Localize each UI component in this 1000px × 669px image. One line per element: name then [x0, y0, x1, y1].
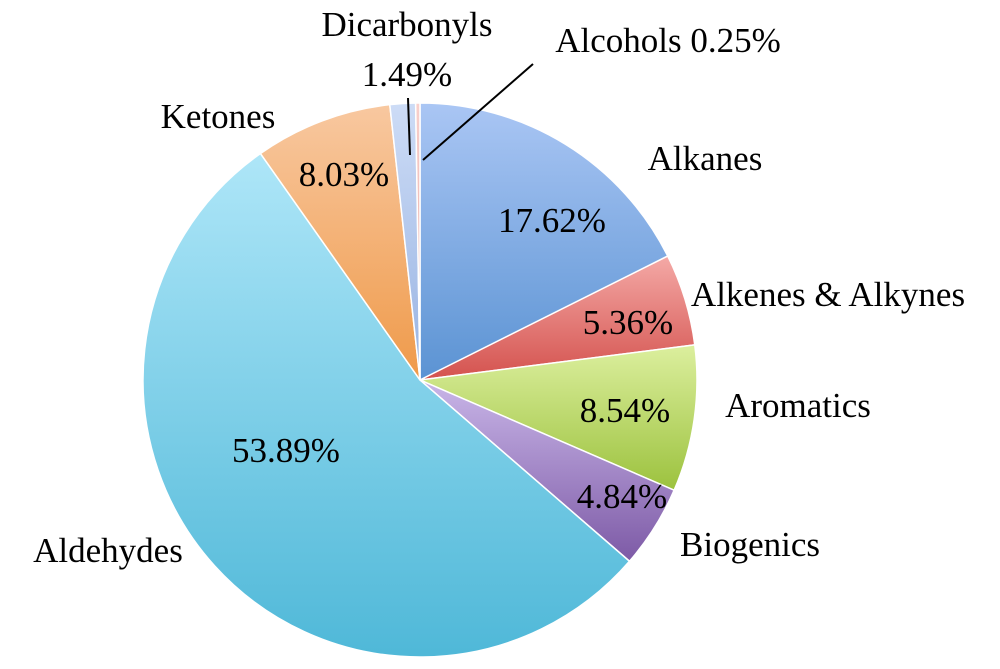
value-label-ketones: 8.03%	[299, 155, 389, 194]
leader-line-alcohols	[422, 63, 534, 161]
pie-slices	[142, 102, 698, 658]
slice-label-alkenes-and-alkynes: Alkenes & Alkynes	[691, 275, 965, 314]
pie-slice-ketones	[259, 103, 421, 381]
value-label-aromatics: 8.54%	[580, 391, 670, 430]
leader-lines	[407, 63, 534, 161]
slice-label-biogenics: Biogenics	[680, 525, 820, 564]
pie-slice-alkanes	[419, 102, 669, 382]
pie-slice-alcohols	[414, 102, 421, 381]
value-label-aldehydes: 53.89%	[232, 431, 340, 470]
leader-line-dicarbonyls	[407, 97, 411, 156]
slice-label-aromatics: Aromatics	[725, 386, 871, 425]
pie-slice-aldehydes	[142, 152, 631, 658]
value-label-biogenics: 4.84%	[577, 477, 667, 516]
slice-label-ketones: Ketones	[161, 97, 276, 136]
slice-label-aldehydes: Aldehydes	[33, 531, 183, 570]
pie-slice-aromatics	[417, 344, 698, 492]
value-label-alkenes-and-alkynes: 5.36%	[583, 303, 673, 342]
value-label-alkanes: 17.62%	[498, 201, 606, 240]
slice-label-dicarbonyls: Dicarbonyls	[321, 5, 492, 44]
pie-labels: Alkanes 17.62% Alkenes & Alkynes 5.36% Aroma…	[33, 5, 965, 570]
slice-label-alcohols: Alcohols 0.25%	[555, 21, 781, 60]
slice-label-alkanes: Alkanes	[648, 139, 763, 178]
value-label-dicarbonyls: 1.49%	[362, 55, 452, 94]
